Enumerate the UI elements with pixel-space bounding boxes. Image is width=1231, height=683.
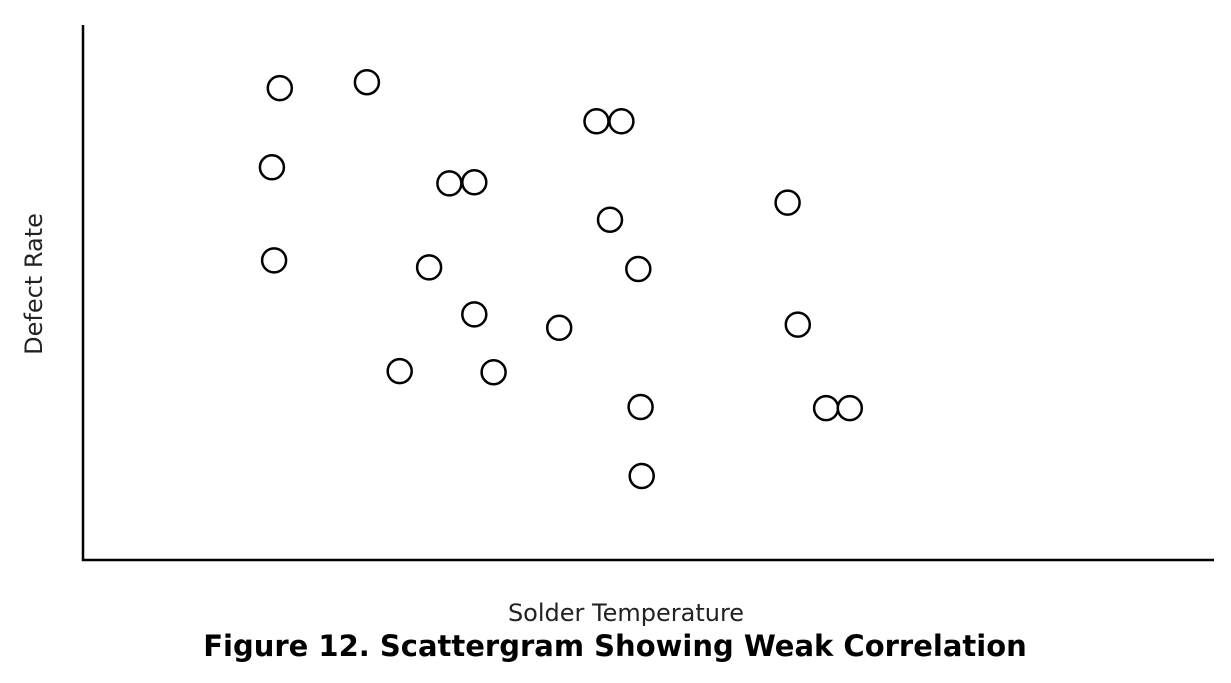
data-point [583,108,610,135]
data-point [260,247,288,274]
data-point [386,357,413,385]
data-point [784,311,812,338]
data-point [628,462,655,490]
data-point [266,74,294,102]
data-point [836,394,864,422]
data-point [461,301,488,328]
data-point [436,170,463,197]
data-point [545,314,573,342]
data-point [596,206,624,233]
x-axis-label: Solder Temperature [508,599,744,627]
data-point [415,254,443,281]
data-point [774,189,801,216]
data-point [353,68,381,96]
figure-caption: Figure 12. Scattergram Showing Weak Corr… [203,629,1027,663]
data-point [461,169,488,196]
data-point [608,108,635,135]
data-point [258,154,286,181]
data-point [480,358,507,386]
data-point [625,255,652,283]
data-point [627,393,654,421]
data-point [812,394,840,422]
y-axis-label: Defect Rate [20,213,48,355]
data-points [258,68,864,490]
